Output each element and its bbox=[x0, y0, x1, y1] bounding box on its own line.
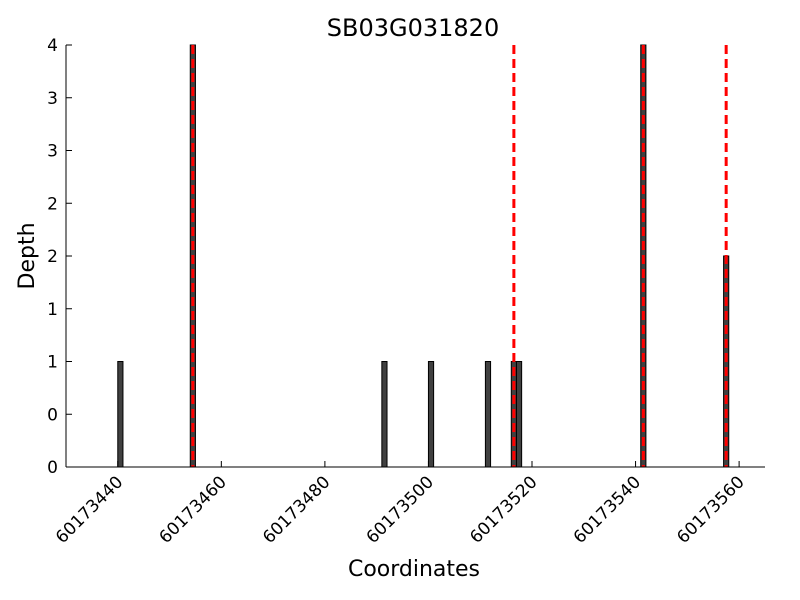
y-tick-label-6: 3 bbox=[47, 142, 58, 162]
y-tick-label-0: 0 bbox=[47, 458, 58, 478]
bar-3 bbox=[427, 361, 435, 468]
x-tick-label-6: 60173560 bbox=[673, 472, 748, 547]
y-axis-title: Depth bbox=[15, 222, 40, 289]
x-tick-label-3: 60173500 bbox=[363, 472, 438, 547]
y-tick-label-8: 4 bbox=[47, 36, 58, 56]
y-tick-label-4: 2 bbox=[47, 247, 58, 267]
bar-6 bbox=[515, 361, 523, 468]
x-axis-title: Coordinates bbox=[348, 557, 480, 582]
x-tick-label-4: 60173520 bbox=[466, 472, 541, 547]
x-tick-label-2: 60173480 bbox=[259, 472, 334, 547]
x-tick-label-1: 60173460 bbox=[156, 472, 231, 547]
y-tick-label-3: 1 bbox=[47, 300, 58, 320]
chart-title: SB03G031820 bbox=[327, 14, 499, 42]
y-tick-label-7: 3 bbox=[47, 89, 58, 109]
y-tick-label-2: 1 bbox=[47, 353, 58, 373]
bar-0 bbox=[117, 361, 124, 468]
x-tick-label-0: 60173440 bbox=[52, 472, 127, 547]
bar-2 bbox=[381, 361, 388, 468]
bar-4 bbox=[484, 361, 492, 468]
y-tick-label-5: 2 bbox=[47, 194, 58, 214]
x-tick-label-5: 60173540 bbox=[570, 472, 645, 547]
plot-area: 0 0 1 1 2 2 3 3 4 60173440 60173460 60173480 6017350… bbox=[47, 36, 765, 548]
y-tick-label-1: 0 bbox=[47, 405, 58, 425]
